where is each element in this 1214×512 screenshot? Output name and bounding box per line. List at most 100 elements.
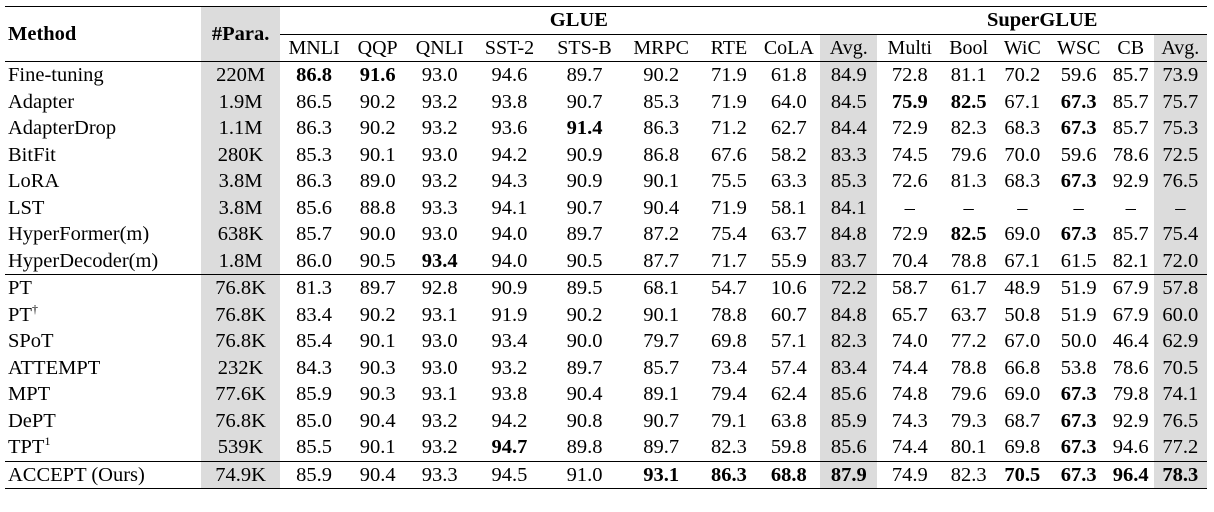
- params-cell: 77.6K: [200, 381, 281, 408]
- avg-cell: 77.2: [1153, 434, 1207, 461]
- score-cell: 75.4: [710, 223, 747, 246]
- score-cell: 85.7: [296, 223, 332, 246]
- score-cell: 85.5: [296, 436, 332, 459]
- method-cell: SPoT: [5, 328, 201, 355]
- method-cell: LST: [5, 195, 201, 222]
- score-cell: 90.9: [566, 170, 603, 193]
- score-cell: 90.0: [566, 330, 603, 353]
- score-cell: 60.7: [770, 303, 807, 326]
- score-cell: 96.4: [1107, 460, 1154, 489]
- avg-cell: –: [1153, 194, 1207, 221]
- score-cell: 93.0: [421, 330, 458, 353]
- score-cell: 74.9: [877, 460, 943, 489]
- avg-cell: 76.5: [1153, 407, 1207, 434]
- score-cell: 69.0: [1004, 383, 1041, 406]
- table-row: BitFit 280K 85.3 90.1 93.0 94.2 90.9 86.8 67.6 58…: [5, 141, 1207, 168]
- score-cell: 90.7: [566, 90, 603, 113]
- score-cell: 86.8: [296, 64, 332, 87]
- score-cell: 74.4: [891, 356, 928, 379]
- avg-cell: 76.5: [1153, 168, 1207, 195]
- score-cell: 81.3: [280, 274, 348, 302]
- score-cell: 72.9: [891, 223, 928, 246]
- score-cell: 67.3: [1060, 223, 1097, 246]
- score-cell: 90.4: [643, 196, 680, 219]
- score-cell: 90.2: [359, 90, 396, 113]
- score-cell: 94.6: [491, 64, 528, 87]
- avg-cell: 78.3: [1153, 460, 1207, 489]
- score-cell: 63.8: [770, 409, 807, 432]
- score-cell: 70.0: [1004, 143, 1041, 166]
- params-cell: 1.8M: [200, 247, 281, 275]
- score-cell: 85.7: [1112, 223, 1149, 246]
- method-name: ATTEMPT: [8, 356, 101, 379]
- score-cell: 79.3: [950, 409, 987, 432]
- score-cell: 86.5: [296, 90, 332, 113]
- method-name: SPoT: [8, 330, 54, 353]
- avg-cell: 73.9: [1153, 61, 1207, 89]
- avg-cell: 75.3: [1153, 115, 1207, 142]
- score-cell: 68.1: [622, 274, 701, 302]
- score-cell: 62.7: [770, 117, 807, 140]
- avg-cell: 87.9: [820, 460, 878, 489]
- method-name: PT: [8, 277, 32, 300]
- method-name: AdapterDrop: [8, 117, 117, 140]
- score-cell: 74.8: [891, 383, 928, 406]
- avg-cell: 84.9: [820, 61, 878, 89]
- score-cell: 67.3: [1060, 436, 1097, 459]
- score-cell: 51.9: [1060, 303, 1097, 326]
- score-cell: 89.7: [566, 64, 603, 87]
- score-cell: 68.7: [1004, 409, 1041, 432]
- score-cell: 75.5: [710, 170, 747, 193]
- score-cell: 89.7: [566, 223, 603, 246]
- params-cell: 76.8K: [200, 407, 281, 434]
- score-cell: 94.0: [491, 249, 528, 272]
- score-cell: –: [963, 196, 974, 219]
- superglue-header: SuperGLUE: [877, 6, 1207, 35]
- avg-cell: 84.4: [820, 115, 878, 142]
- params-header: #Para.: [200, 6, 281, 62]
- table-row: Fine-tuning 220M 86.8 91.6 93.0 94.6 89.7 90.2 7…: [5, 61, 1207, 89]
- column-header: Bool: [942, 34, 996, 62]
- method-name: MPT: [8, 383, 51, 406]
- score-cell: 91.4: [566, 117, 603, 140]
- score-cell: 63.7: [770, 223, 807, 246]
- method-cell: HyperDecoder(m): [5, 248, 201, 275]
- score-cell: 62.4: [770, 383, 807, 406]
- score-cell: 94.2: [491, 409, 528, 432]
- column-header: STS-B: [547, 34, 623, 62]
- score-cell: 70.2: [1004, 64, 1041, 87]
- method-name: Fine-tuning: [8, 64, 104, 87]
- score-cell: –: [1125, 196, 1136, 219]
- score-cell: 61.8: [770, 64, 807, 87]
- method-footnote-mark: 1: [44, 434, 51, 449]
- method-cell: Fine-tuning: [5, 62, 201, 89]
- avg-cell: 84.1: [820, 194, 878, 221]
- score-cell: 90.4: [566, 383, 603, 406]
- avg-cell: 84.8: [820, 221, 878, 248]
- score-cell: 82.1: [1112, 249, 1149, 272]
- method-name: BitFit: [8, 143, 56, 166]
- score-cell: 73.4: [710, 356, 747, 379]
- avg-cell: 60.0: [1153, 301, 1207, 328]
- score-cell: 93.2: [421, 409, 458, 432]
- score-cell: 85.7: [1112, 64, 1149, 87]
- table-row: PT 76.8K 81.3 89.7 92.8 90.9 89.5 68.1 54.7 10.6 7…: [5, 274, 1207, 302]
- score-cell: 90.4: [359, 409, 396, 432]
- score-cell: 90.7: [566, 196, 603, 219]
- score-cell: 50.8: [1004, 303, 1041, 326]
- method-cell: MPT: [5, 381, 201, 408]
- method-footnote-mark: †: [31, 301, 38, 316]
- score-cell: 91.9: [491, 303, 528, 326]
- score-cell: 90.9: [471, 274, 548, 302]
- method-cell: Adapter: [5, 89, 201, 116]
- score-cell: 69.8: [1004, 436, 1041, 459]
- glue-header: GLUE: [280, 6, 878, 35]
- params-cell: 539K: [200, 434, 281, 461]
- score-cell: 78.8: [710, 303, 747, 326]
- params-cell: 638K: [200, 221, 281, 248]
- method-cell: PT: [5, 274, 201, 302]
- method-cell: DePT: [5, 408, 201, 435]
- header-row-2: MNLI QQP QNLI SST-2 STS-B MRPC RTE CoLA Avg. Mult…: [5, 34, 1207, 62]
- avg-cell: 62.9: [1153, 328, 1207, 355]
- column-header: Avg.: [1153, 34, 1207, 62]
